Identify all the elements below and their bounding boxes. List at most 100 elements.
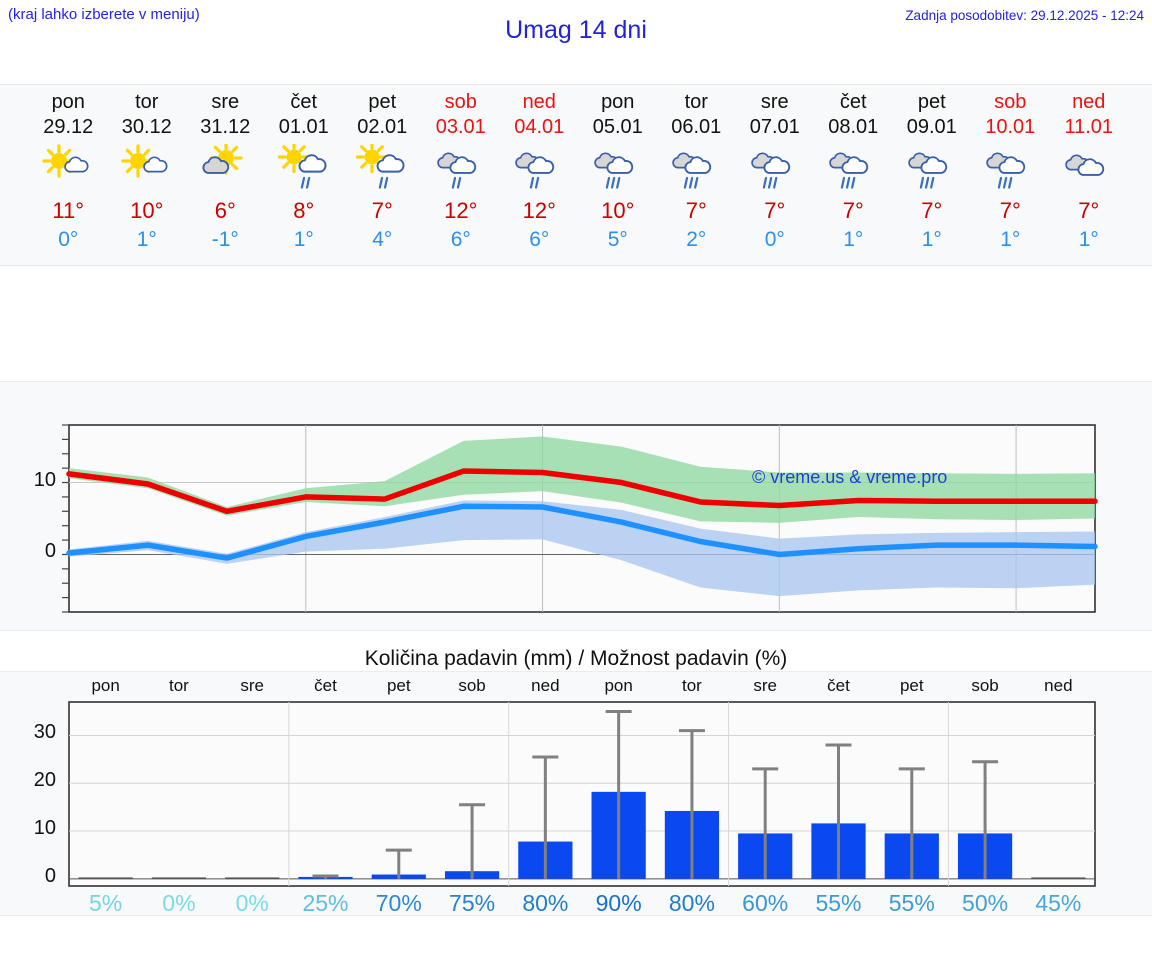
precipitation-day-label: čet <box>314 676 337 695</box>
cloud-rain-icon <box>666 142 726 194</box>
precipitation-y-axis-tick: 0 <box>44 864 56 887</box>
forecast-day-date: 05.01 <box>592 116 643 138</box>
cloud-rain-light-icon <box>431 142 491 194</box>
forecast-temp-max: 8° <box>293 198 315 223</box>
forecast-day-name: sob <box>444 91 477 113</box>
forecast-temp-max: 10° <box>601 198 635 223</box>
forecast-day-column[interactable]: tor 30.12 10° 1° <box>108 85 187 265</box>
forecast-day-date: 08.01 <box>828 116 879 138</box>
forecast-temp-min: 1° <box>921 228 942 251</box>
forecast-day-column[interactable]: tor 06.01 7° 2° <box>657 85 736 265</box>
forecast-day-column[interactable]: čet 01.01 8° 1° <box>265 85 344 265</box>
precipitation-bar <box>151 877 207 879</box>
precipitation-probability-label: 55% <box>815 890 862 916</box>
forecast-temp-min: 2° <box>686 228 707 251</box>
forecast-day-column[interactable]: sre 07.01 7° 0° <box>736 85 815 265</box>
precipitation-probability-label: 90% <box>595 890 642 916</box>
forecast-day-date: 30.12 <box>121 116 172 138</box>
forecast-temp-min: 0° <box>58 228 79 251</box>
temp-min-line <box>66 503 1098 561</box>
forecast-day-date: 03.01 <box>435 116 486 138</box>
forecast-day-date: 31.12 <box>200 116 251 138</box>
forecast-day-column[interactable]: pet 09.01 7° 1° <box>893 85 972 265</box>
sun-behind-small-cloud-icon <box>38 142 98 194</box>
forecast-temp-max: 7° <box>685 198 707 223</box>
precipitation-bar <box>78 877 133 879</box>
forecast-day-column[interactable]: sre 31.12 6° -1° <box>186 85 265 265</box>
forecast-day-column[interactable]: ned 11.01 7° 1° <box>1050 85 1129 265</box>
forecast-day-name: sre <box>760 91 789 113</box>
page-header: (kraj lahko izberete v meniju) Umag 14 d… <box>0 0 1152 62</box>
forecast-day-date: 06.01 <box>671 116 722 138</box>
precipitation-probability-label: 55% <box>888 890 935 916</box>
forecast-temp-max: 7° <box>764 198 786 223</box>
precipitation-day-label: tor <box>169 676 189 695</box>
chart-watermark: © vreme.us & vreme.pro <box>752 467 948 487</box>
cloud-rain-light-icon <box>509 142 569 194</box>
precipitation-probability-label: 70% <box>375 890 422 916</box>
forecast-day-date: 02.01 <box>357 116 408 138</box>
precipitation-day-label: sre <box>753 676 778 695</box>
forecast-temp-min: 4° <box>372 228 393 251</box>
forecast-temp-min: 1° <box>293 228 314 251</box>
forecast-temp-max: 12° <box>444 198 478 223</box>
forecast-day-column[interactable]: ned 04.01 12° 6° <box>500 85 579 265</box>
precipitation-day-label: pon <box>91 676 120 695</box>
cloud-rain-icon <box>588 142 648 194</box>
forecast-temp-min: 5° <box>607 228 628 251</box>
forecast-day-name: pet <box>368 91 397 113</box>
forecast-day-column[interactable]: pon 29.12 11° 0° <box>29 85 108 265</box>
forecast-day-name: ned <box>522 91 556 113</box>
forecast-temp-max: 7° <box>999 198 1021 223</box>
forecast-temp-min: 6° <box>450 228 471 251</box>
precipitation-bar <box>1031 877 1086 879</box>
forecast-day-column[interactable]: pon 05.01 10° 5° <box>579 85 658 265</box>
forecast-temp-max: 6° <box>214 198 236 223</box>
precipitation-probability-label: 50% <box>962 890 1009 916</box>
forecast-temp-min: 1° <box>1000 228 1021 251</box>
forecast-temp-max: 12° <box>522 198 556 223</box>
forecast-day-name: sre <box>211 91 240 113</box>
forecast-day-column[interactable]: pet 02.01 7° 4° <box>343 85 422 265</box>
precipitation-probability-label: 0% <box>235 890 269 916</box>
forecast-day-name: pon <box>601 91 635 113</box>
forecast-day-date: 07.01 <box>749 116 800 138</box>
precipitation-day-label: sre <box>240 676 265 695</box>
precipitation-chart-title: Količina padavin (mm) / Možnost padavin … <box>364 647 788 670</box>
last-updated-text: Zadnja posodobitev: 29.12.2025 - 12:24 <box>905 8 1144 23</box>
temp-max-line <box>66 468 1098 515</box>
precipitation-probability-label: 60% <box>742 890 789 916</box>
forecast-day-name: sob <box>994 91 1027 113</box>
precipitation-probability-label: 0% <box>162 890 196 916</box>
precipitation-probability-label: 5% <box>89 890 123 916</box>
forecast-temp-min: 1° <box>843 228 864 251</box>
forecast-day-column[interactable]: sob 10.01 7° 1° <box>971 85 1050 265</box>
forecast-temp-max: 11° <box>52 198 85 223</box>
precipitation-probability-label: 75% <box>449 890 496 916</box>
daily-forecast-strip: pon 29.12 11° 0° tor 30.12 10° 1° sre 31.12 6° -… <box>0 84 1152 266</box>
forecast-day-name: čet <box>290 91 318 113</box>
temperature-chart: 0 10 © vreme.us & vreme.pro <box>0 381 1152 631</box>
forecast-temp-max: 7° <box>371 198 393 223</box>
temp-min-range-band <box>69 500 1095 597</box>
cloud-rain-icon <box>902 142 962 194</box>
forecast-temp-min: 6° <box>529 228 550 251</box>
forecast-day-column[interactable]: čet 08.01 7° 1° <box>814 85 893 265</box>
sun-behind-cloud-icon <box>195 142 255 194</box>
precipitation-day-label: čet <box>827 676 850 695</box>
forecast-temp-max: 10° <box>130 198 164 223</box>
forecast-day-date: 04.01 <box>514 116 565 138</box>
forecast-day-name: tor <box>684 91 708 113</box>
page-title: Umag 14 dni <box>505 16 647 44</box>
forecast-day-column[interactable]: sob 03.01 12° 6° <box>422 85 501 265</box>
precipitation-probability-label: 80% <box>522 890 569 916</box>
precipitation-probability-label: 80% <box>668 890 715 916</box>
forecast-day-date: 01.01 <box>278 116 329 138</box>
forecast-temp-min: 1° <box>1078 228 1099 251</box>
temperature-plot <box>62 424 1098 613</box>
forecast-day-name: pon <box>51 91 85 113</box>
precipitation-y-axis-tick: 30 <box>33 721 56 744</box>
temperature-y-axis-tick: 10 <box>33 468 56 491</box>
sun-behind-cloud-rain-icon <box>274 142 334 194</box>
precipitation-day-label: tor <box>682 676 702 695</box>
